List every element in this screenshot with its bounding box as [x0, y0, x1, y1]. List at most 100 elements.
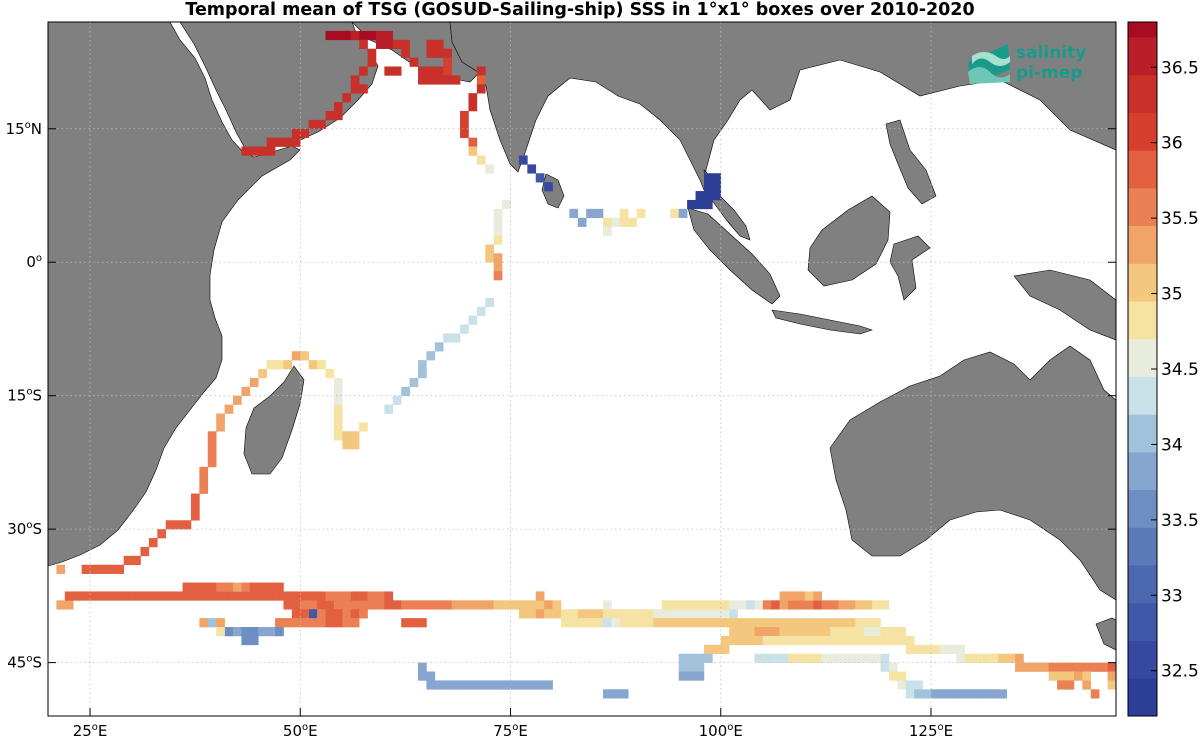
sss-cell [266, 360, 276, 370]
sss-cell [838, 635, 848, 646]
colorbar: 32.5 33 33.5 34 34.5 35 35.5 36 36.5 [1127, 21, 1199, 717]
sss-cell [636, 609, 646, 619]
sss-cell [603, 217, 612, 227]
sss-cell [611, 609, 621, 619]
colorbar-segment [1128, 301, 1157, 340]
sss-cell [325, 618, 335, 628]
sss-cell [1015, 653, 1024, 663]
sss-cell [771, 635, 780, 646]
sss-cell [838, 627, 848, 637]
sss-cell [275, 591, 284, 601]
sss-cell [670, 208, 680, 219]
sss-cell [939, 689, 949, 699]
sss-cell [300, 128, 309, 138]
new-guinea [1013, 269, 1116, 341]
sss-cell [409, 618, 419, 628]
sss-cell [779, 591, 789, 601]
colorbar-segment [1128, 527, 1157, 566]
y-tick-labels: 15oN 0o 15oS 30oS 45oS [6, 120, 42, 672]
grid-lines [48, 22, 1116, 716]
sss-cell [308, 360, 318, 370]
sss-cell [813, 591, 822, 601]
sss-cell [804, 600, 814, 610]
sss-cell [872, 627, 881, 637]
sss-cell [190, 582, 200, 592]
colorbar-segment [1128, 640, 1157, 679]
sss-cell [754, 600, 764, 610]
sss-cell [619, 217, 629, 227]
sss-cell [577, 609, 587, 619]
sss-cell [468, 315, 478, 325]
sss-cell [342, 30, 352, 41]
sss-cell [813, 618, 822, 628]
sss-cell [359, 84, 368, 94]
sss-cell [468, 137, 478, 147]
sss-cell [956, 689, 965, 699]
sss-cell [872, 635, 881, 646]
sulawesi [889, 235, 931, 301]
sss-cell [308, 119, 318, 130]
sss-cell [418, 369, 427, 379]
colorbar-segment [1128, 451, 1157, 491]
sss-cell [291, 609, 301, 619]
sss-cell [779, 600, 789, 610]
sss-cell [762, 627, 772, 637]
sss-cell [476, 680, 486, 690]
sss-cell [973, 653, 982, 663]
colorbar-segment [1128, 565, 1157, 604]
sss-cell [350, 75, 360, 85]
sss-cell [535, 173, 545, 183]
sss-cell [485, 164, 494, 174]
sss-cell [619, 689, 629, 699]
sss-cell [317, 591, 326, 601]
sss-cell [418, 75, 427, 85]
sss-cell [670, 618, 680, 628]
sss-cell [569, 609, 579, 619]
sss-cell [233, 591, 242, 601]
borneo [807, 195, 891, 287]
sss-cell [1065, 680, 1075, 690]
sss-cell [947, 644, 957, 655]
sss-cell [308, 591, 318, 601]
sss-cell [249, 591, 259, 601]
x-tick-label: 25oE [73, 722, 108, 740]
sss-cell [510, 600, 520, 610]
sss-cell [586, 609, 595, 619]
sss-cell [821, 635, 831, 646]
sss-cell [418, 671, 427, 681]
java [771, 309, 873, 335]
sss-cell [90, 591, 99, 601]
sss-cell [325, 110, 335, 121]
sss-cell [190, 502, 200, 512]
sss-cell [266, 591, 276, 601]
sss-cell [745, 600, 755, 610]
sss-cell [754, 627, 764, 637]
sss-cell [207, 440, 217, 450]
africa-landmass [48, 22, 301, 567]
sss-cell [619, 618, 629, 628]
sss-cell [426, 351, 436, 361]
sss-cell [493, 253, 503, 263]
sss-cell [687, 600, 696, 610]
sss-cell [241, 146, 251, 156]
sss-cell [115, 591, 124, 601]
sss-cell [964, 689, 974, 699]
sss-cell [603, 689, 612, 699]
sss-cell [140, 591, 150, 601]
sss-cell [333, 422, 343, 432]
sss-cell [476, 600, 486, 610]
sss-cell [350, 618, 360, 628]
sss-cell [359, 609, 368, 619]
sss-cell [308, 600, 318, 610]
sss-cell [981, 653, 991, 663]
sss-cell [266, 137, 276, 147]
sss-cell [392, 600, 402, 610]
sss-cell [1023, 662, 1033, 672]
salinity-pimep-logo: salinity pi-mep [968, 43, 1086, 84]
sss-cell [476, 75, 486, 85]
sss-cell [1048, 671, 1058, 681]
tasmania [1095, 617, 1116, 651]
sss-cell [359, 39, 368, 49]
sss-cell [703, 173, 713, 183]
sss-cell [291, 351, 301, 361]
